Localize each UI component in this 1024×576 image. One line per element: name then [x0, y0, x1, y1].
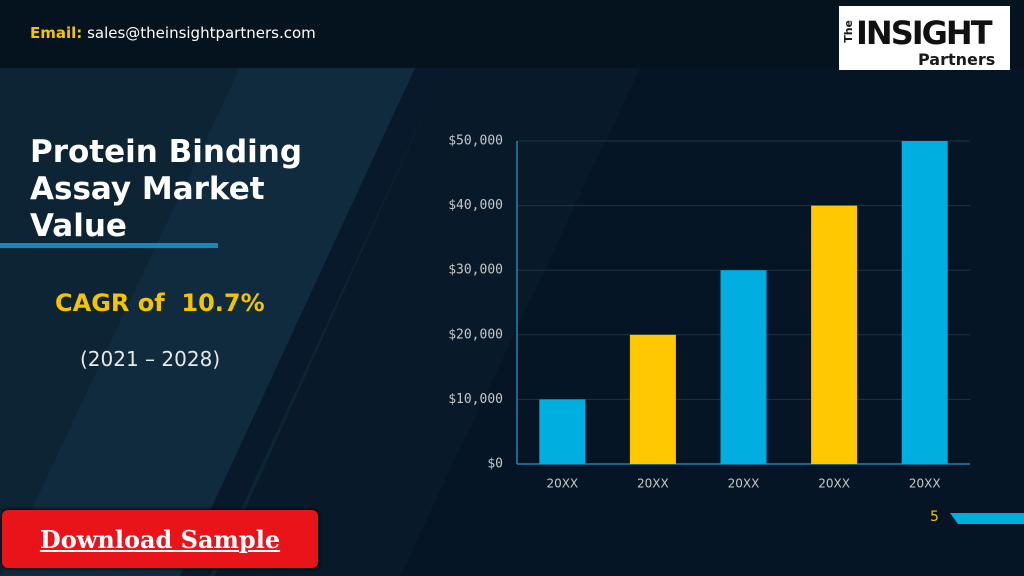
y-tick-label: $10,000	[448, 392, 503, 407]
x-tick-label: 20XX	[818, 477, 850, 491]
download-label[interactable]: Download Sample	[39, 524, 281, 554]
stripe	[180, 68, 445, 576]
cagr-period: (2021 – 2028)	[80, 347, 221, 371]
logo-prefix: The	[842, 20, 855, 43]
logo-sub: Partners	[918, 50, 996, 69]
download-button[interactable]: Download Sample	[2, 510, 318, 568]
bar	[629, 334, 676, 464]
logo-name: INSIGHT	[856, 14, 993, 52]
x-tick-label: 20XX	[909, 477, 941, 491]
x-tick-label: 20XX	[546, 477, 578, 491]
cagr: CAGR of 10.7%	[55, 289, 265, 317]
x-tick-label: 20XX	[637, 477, 669, 491]
y-tick-label: $50,000	[448, 134, 503, 149]
stripe	[0, 68, 445, 576]
cagr-value: 10.7%	[181, 289, 265, 317]
logo-box	[839, 6, 1010, 70]
page-accent	[950, 513, 1024, 524]
y-tick-label: $0	[487, 457, 503, 472]
bar	[901, 141, 948, 464]
email: sales@theinsightpartners.com	[87, 24, 316, 42]
bar	[811, 205, 858, 464]
email-line: Email: sales@theinsightpartners.com	[30, 24, 316, 42]
title-underline	[0, 243, 218, 248]
cagr-label: CAGR of	[55, 289, 165, 317]
logo: The INSIGHT Partners	[842, 14, 1007, 70]
page-number: 5	[930, 509, 939, 525]
slide-title: Protein Binding Assay Market Value	[30, 134, 303, 244]
x-tick-label: 20XX	[728, 477, 760, 491]
y-tick-label: $30,000	[448, 263, 503, 278]
bar	[539, 399, 586, 464]
y-tick-label: $40,000	[448, 198, 503, 213]
bar	[720, 270, 767, 464]
email-label: Email:	[30, 24, 83, 42]
y-tick-label: $20,000	[448, 327, 503, 342]
